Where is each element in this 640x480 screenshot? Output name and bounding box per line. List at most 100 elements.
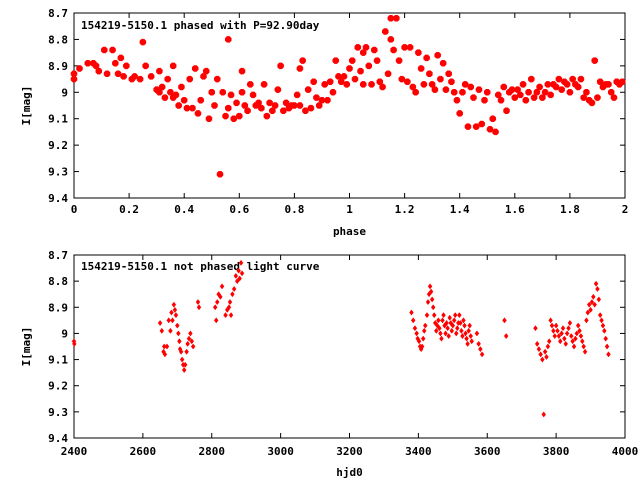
x-tick-label: 3600 <box>474 445 501 458</box>
data-point <box>293 91 301 99</box>
data-point <box>362 44 370 51</box>
x-tick-label: 0.8 <box>284 203 304 216</box>
data-point <box>434 52 441 59</box>
data-point <box>446 333 451 340</box>
data-point <box>588 99 596 107</box>
data-point <box>458 319 463 326</box>
data-point <box>161 94 169 101</box>
data-point <box>226 304 232 311</box>
data-point <box>156 89 163 96</box>
data-point <box>592 301 597 308</box>
data-point <box>171 301 177 308</box>
data-point <box>416 338 422 345</box>
data-point <box>237 275 242 282</box>
data-point <box>607 89 615 96</box>
data-point <box>478 120 486 128</box>
data-point <box>318 96 326 104</box>
data-point <box>426 70 433 78</box>
data-point <box>236 267 241 274</box>
data-point <box>427 283 433 290</box>
data-point <box>556 333 562 340</box>
data-point <box>238 67 246 75</box>
data-point <box>551 327 556 334</box>
x-tick-label: 2 <box>622 203 629 216</box>
data-point <box>233 99 240 107</box>
data-point <box>181 367 187 374</box>
data-point <box>101 46 108 54</box>
data-point <box>539 94 546 101</box>
data-point <box>492 128 499 136</box>
data-point <box>164 343 170 350</box>
data-point <box>575 322 581 329</box>
data-point <box>453 330 459 337</box>
data-point <box>452 312 458 319</box>
data-point <box>450 322 456 329</box>
data-point <box>541 89 549 96</box>
data-point <box>332 57 339 64</box>
data-point <box>586 301 592 308</box>
data-point <box>434 327 439 334</box>
data-point <box>582 348 588 355</box>
data-point <box>450 89 458 96</box>
data-point <box>583 89 590 96</box>
data-point <box>197 96 204 104</box>
data-point <box>574 83 582 91</box>
data-point <box>376 78 384 85</box>
x-axis-label: hjd0 <box>336 466 363 479</box>
data-point <box>584 317 589 324</box>
data-point <box>580 338 585 345</box>
data-point <box>577 327 582 334</box>
data-point <box>424 312 430 319</box>
data-point <box>508 86 516 93</box>
data-point <box>182 361 188 368</box>
data-point <box>451 317 457 324</box>
data-point <box>594 94 601 101</box>
data-point <box>497 96 505 104</box>
data-point <box>176 330 181 337</box>
plot-frame <box>73 254 626 439</box>
data-point <box>591 57 598 64</box>
y-tick-label: 8.8 <box>48 275 68 288</box>
data-point <box>463 330 468 337</box>
data-point <box>239 270 245 277</box>
data-point <box>567 319 573 326</box>
data-point <box>541 411 546 418</box>
data-point <box>555 327 560 334</box>
data-point <box>274 86 282 93</box>
data-point <box>227 299 233 306</box>
data-point <box>196 304 202 311</box>
data-point <box>263 112 271 120</box>
data-point <box>186 75 193 83</box>
data-point <box>420 335 426 342</box>
x-tick-label: 1.2 <box>395 203 415 216</box>
data-point <box>360 81 367 88</box>
data-point <box>142 62 149 70</box>
data-point <box>618 78 626 85</box>
data-point <box>162 351 168 358</box>
data-point <box>445 70 452 78</box>
y-tick-label: 9.4 <box>48 192 68 205</box>
data-point <box>461 317 466 324</box>
data-point <box>457 312 462 319</box>
data-point <box>178 83 185 91</box>
data-point <box>147 73 155 80</box>
data-point <box>417 65 425 72</box>
data-point <box>329 89 337 96</box>
data-point <box>296 102 304 109</box>
data-point <box>230 115 238 122</box>
data-point <box>528 75 535 83</box>
data-point <box>447 314 452 321</box>
data-point <box>530 94 538 101</box>
data-point <box>445 325 450 332</box>
data-point <box>205 115 213 122</box>
data-point <box>464 123 472 130</box>
data-point <box>365 62 373 70</box>
data-point <box>560 325 566 332</box>
data-point <box>228 312 234 319</box>
data-point <box>234 278 240 285</box>
data-point <box>562 335 567 342</box>
x-tick-label: 2400 <box>61 445 88 458</box>
data-point <box>371 46 378 54</box>
data-point <box>167 89 174 96</box>
